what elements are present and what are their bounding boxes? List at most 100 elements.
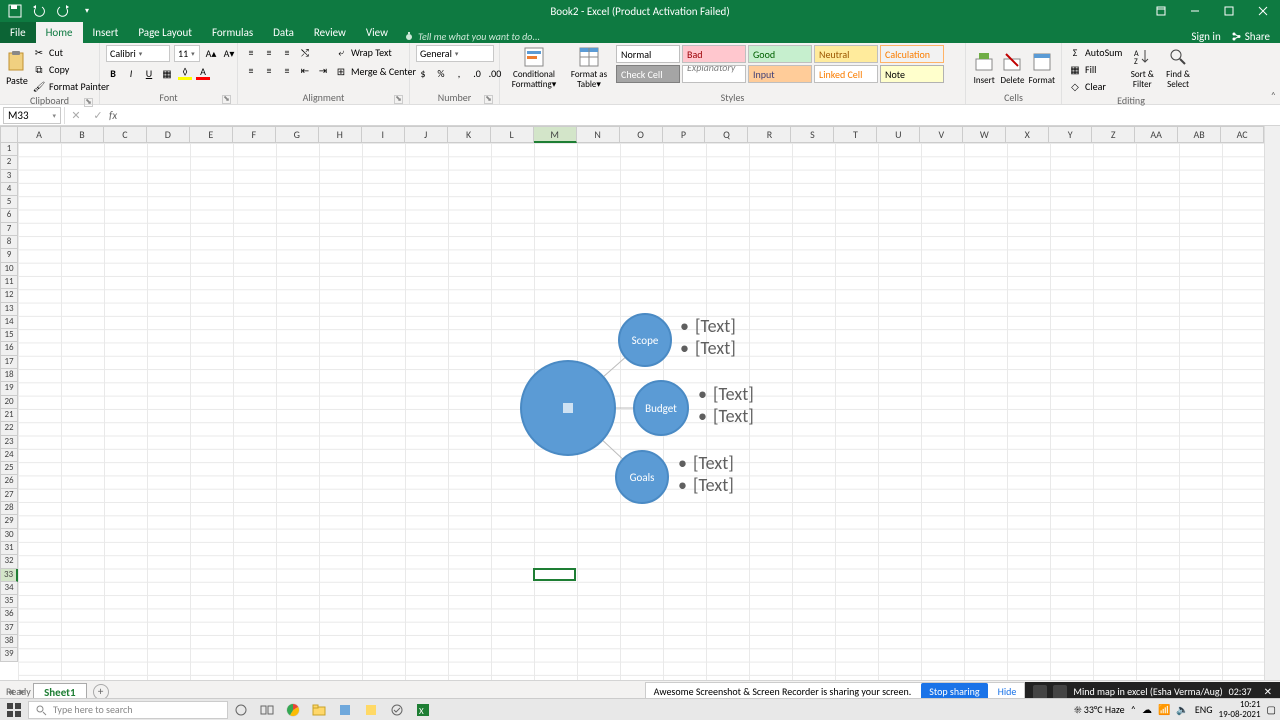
tray-wifi-icon[interactable]: 📶 [1158, 703, 1170, 716]
col-header[interactable]: V [920, 126, 963, 143]
weather-widget[interactable]: ☀ 33°C Haze [1074, 703, 1124, 716]
col-header[interactable]: Y [1049, 126, 1092, 143]
undo-icon[interactable] [32, 4, 46, 18]
start-button[interactable] [0, 699, 28, 721]
cell-style[interactable]: Check Cell [616, 65, 680, 83]
row-header[interactable]: 36 [0, 608, 18, 621]
align-top-icon[interactable]: ≡ [244, 45, 258, 59]
fbar-cancel-icon[interactable]: ✕ [65, 109, 87, 122]
merge-button[interactable]: ⊞Merge & Center [334, 64, 416, 79]
col-header[interactable]: Q [705, 126, 748, 143]
qat-customize-icon[interactable]: ▾ [80, 4, 94, 18]
ribbon-collapse-icon[interactable]: ˄ [1271, 89, 1276, 102]
col-header[interactable]: A [18, 126, 61, 143]
cell-style[interactable]: Linked Cell [814, 65, 878, 83]
fill-color-button[interactable]: ◊ [178, 66, 192, 80]
col-header[interactable]: AC [1221, 126, 1264, 143]
font-color-button[interactable]: A [196, 66, 210, 80]
smartart-node[interactable]: Budget [633, 380, 689, 436]
fill-button[interactable]: ▦Fill [1068, 62, 1122, 77]
col-header[interactable]: P [663, 126, 706, 143]
cell-style[interactable]: Input [748, 65, 812, 83]
vertical-scrollbar[interactable] [1264, 126, 1280, 680]
italic-button[interactable]: I [124, 66, 138, 80]
row-header[interactable]: 15 [0, 329, 18, 342]
row-header[interactable]: 10 [0, 263, 18, 276]
cortana-icon[interactable] [228, 699, 254, 721]
smartart-node[interactable]: Scope [618, 313, 672, 367]
row-header[interactable]: 6 [0, 209, 18, 222]
share-button[interactable]: Share [1231, 30, 1270, 43]
col-header[interactable]: AB [1178, 126, 1221, 143]
col-header[interactable]: L [491, 126, 534, 143]
row-header[interactable]: 11 [0, 276, 18, 289]
comma-icon[interactable]: , [452, 66, 466, 80]
ribbon-display-icon[interactable] [1144, 0, 1178, 22]
bold-button[interactable]: B [106, 66, 120, 80]
row-header[interactable]: 24 [0, 449, 18, 462]
cell-style[interactable]: Normal [616, 45, 680, 63]
currency-icon[interactable]: $ [416, 66, 430, 80]
cell-style[interactable]: Calculation [880, 45, 944, 63]
chrome-icon[interactable] [280, 699, 306, 721]
shrink-font-icon[interactable]: A▾ [222, 47, 236, 61]
col-header[interactable]: G [276, 126, 319, 143]
taskbar-search[interactable]: Type here to search [28, 701, 228, 719]
format-cells-button[interactable]: Format [1029, 45, 1055, 91]
tab-file[interactable]: File [0, 22, 36, 43]
number-dialog-icon[interactable]: ⬊ [484, 95, 493, 104]
tray-sound-icon[interactable]: 🔈 [1176, 703, 1188, 716]
col-header[interactable]: B [61, 126, 104, 143]
row-header[interactable]: 35 [0, 595, 18, 608]
number-format-combo[interactable]: General▾ [416, 45, 494, 62]
row-header[interactable]: 20 [0, 396, 18, 409]
app-icon-3[interactable] [384, 699, 410, 721]
tab-review[interactable]: Review [304, 22, 356, 43]
fx-icon[interactable]: fx [109, 109, 127, 122]
cell-style[interactable]: Neutral [814, 45, 878, 63]
col-header[interactable]: M [534, 126, 577, 143]
selected-cell[interactable] [533, 568, 576, 581]
orientation-icon[interactable]: ⤭ [298, 45, 312, 59]
col-header[interactable]: J [405, 126, 448, 143]
cell-style[interactable]: Good [748, 45, 812, 63]
row-header[interactable]: 27 [0, 489, 18, 502]
tellme[interactable]: Tell me what you want to do... [404, 30, 540, 43]
font-size-combo[interactable]: 11▾ [174, 45, 200, 62]
row-header[interactable]: 13 [0, 303, 18, 316]
row-header[interactable]: 7 [0, 223, 18, 236]
col-header[interactable]: W [963, 126, 1006, 143]
app-icon-1[interactable] [332, 699, 358, 721]
border-button[interactable]: ▦ [160, 66, 174, 80]
smartart-node[interactable]: Goals [615, 450, 669, 504]
insert-cells-button[interactable]: Insert [972, 45, 996, 91]
row-header[interactable]: 21 [0, 409, 18, 422]
row-header[interactable]: 12 [0, 289, 18, 302]
wrap-text-button[interactable]: ⤶Wrap Text [334, 45, 416, 60]
find-select-button[interactable]: Find &Select [1162, 45, 1194, 91]
col-header[interactable]: C [104, 126, 147, 143]
maximize-icon[interactable] [1212, 0, 1246, 22]
align-center-icon[interactable]: ≡ [262, 63, 276, 77]
row-header[interactable]: 22 [0, 422, 18, 435]
painter-button[interactable]: 🖌Format Painter [32, 79, 109, 94]
align-middle-icon[interactable]: ≡ [262, 45, 276, 59]
row-header[interactable]: 34 [0, 582, 18, 595]
row-header[interactable]: 14 [0, 316, 18, 329]
styles-gallery[interactable]: NormalBadGoodNeutralCalculation Check Ce… [616, 45, 944, 83]
underline-button[interactable]: U [142, 66, 156, 80]
tab-home[interactable]: Home [36, 22, 83, 43]
row-header[interactable]: 19 [0, 382, 18, 395]
align-right-icon[interactable]: ≡ [280, 63, 294, 77]
row-header[interactable]: 29 [0, 515, 18, 528]
row-header[interactable]: 38 [0, 635, 18, 648]
col-header[interactable]: N [577, 126, 620, 143]
taskview-icon[interactable] [254, 699, 280, 721]
tray-notifications-icon[interactable]: ▢ [1267, 703, 1276, 716]
signin-link[interactable]: Sign in [1191, 30, 1220, 43]
font-name-combo[interactable]: Calibri▾ [106, 45, 170, 62]
row-header[interactable]: 33 [0, 569, 18, 582]
row-header[interactable]: 1 [0, 143, 18, 156]
row-header[interactable]: 30 [0, 529, 18, 542]
tab-page-layout[interactable]: Page Layout [128, 22, 202, 43]
